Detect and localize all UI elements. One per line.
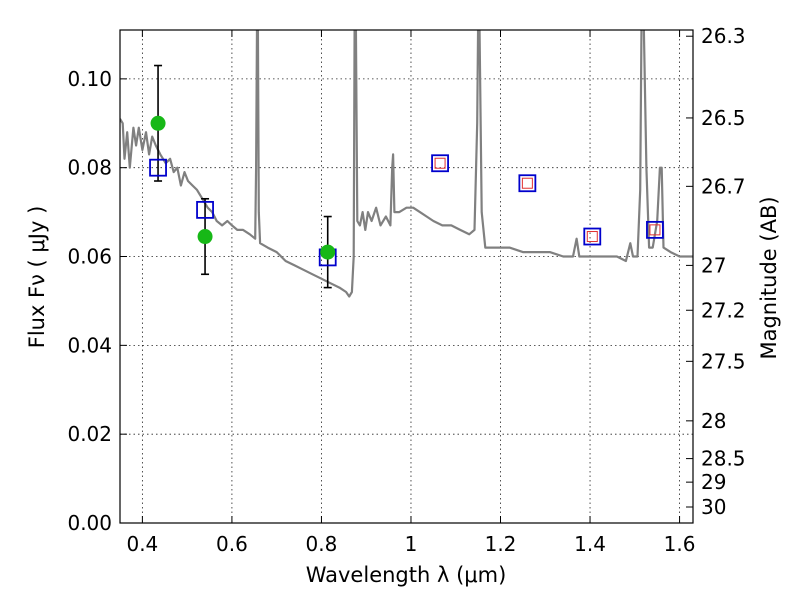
y-tick-label: 0.04 bbox=[67, 333, 112, 357]
x-axis-label: Wavelength λ (μm) bbox=[306, 563, 507, 587]
grid bbox=[120, 30, 693, 523]
mag-tick-label: 26.3 bbox=[701, 24, 746, 48]
y-tick-label: 0.10 bbox=[67, 67, 112, 91]
axis-ticks bbox=[120, 30, 693, 524]
x-tick-label: 1.4 bbox=[574, 532, 606, 556]
inner-model-point bbox=[649, 224, 661, 236]
model-photometry-point bbox=[646, 220, 664, 239]
mag-tick-label: 27.5 bbox=[701, 349, 746, 373]
model-photometry-point bbox=[149, 158, 167, 177]
inner-model-point bbox=[586, 231, 598, 243]
x-tick-label: 0.8 bbox=[306, 532, 338, 556]
observed-photometry-point bbox=[320, 244, 336, 260]
observed-photometry-point bbox=[150, 115, 166, 131]
tick-labels: 0.4 0.6 0.8 1 1.2 1.4 1.6 0.00 0.02 0.04 0.06 0.08 0… bbox=[67, 24, 745, 556]
mag-tick-label: 27 bbox=[701, 253, 726, 277]
y-tick-label: 0.00 bbox=[67, 511, 112, 535]
model-photometry-point bbox=[196, 200, 214, 219]
x-tick-label: 0.4 bbox=[126, 532, 158, 556]
mag-tick-label: 29 bbox=[701, 470, 726, 494]
x-tick-label: 1.2 bbox=[485, 532, 517, 556]
model-spectrum-line bbox=[120, 30, 693, 298]
inner-model-point bbox=[521, 177, 533, 189]
y-axis-label: Flux Fν ( μJy ) bbox=[25, 206, 49, 349]
mag-tick-label: 26.7 bbox=[701, 174, 746, 198]
y-tick-label: 0.02 bbox=[67, 422, 112, 446]
mag-tick-label: 26.5 bbox=[701, 106, 746, 130]
model-photometry-point bbox=[431, 154, 449, 173]
plot-area bbox=[120, 30, 693, 298]
plot-frame bbox=[119, 29, 694, 524]
data-markers bbox=[149, 115, 664, 267]
x-tick-label: 0.6 bbox=[216, 532, 248, 556]
mag-tick-label: 28.5 bbox=[701, 447, 746, 471]
mag-tick-label: 27.2 bbox=[701, 298, 746, 322]
mag-tick-label: 28 bbox=[701, 409, 726, 433]
mag-tick-label: 30 bbox=[701, 495, 726, 519]
observed-photometry-point bbox=[197, 229, 213, 245]
y-tick-label: 0.06 bbox=[67, 245, 112, 269]
y-tick-label: 0.08 bbox=[67, 156, 112, 180]
x-tick-label: 1.6 bbox=[664, 532, 696, 556]
model-photometry-point bbox=[583, 227, 602, 246]
model-photometry-point bbox=[518, 174, 537, 193]
right-axis-label: Magnitude (AB) bbox=[757, 196, 781, 359]
inner-model-point bbox=[434, 157, 446, 169]
x-tick-label: 1 bbox=[405, 532, 418, 556]
